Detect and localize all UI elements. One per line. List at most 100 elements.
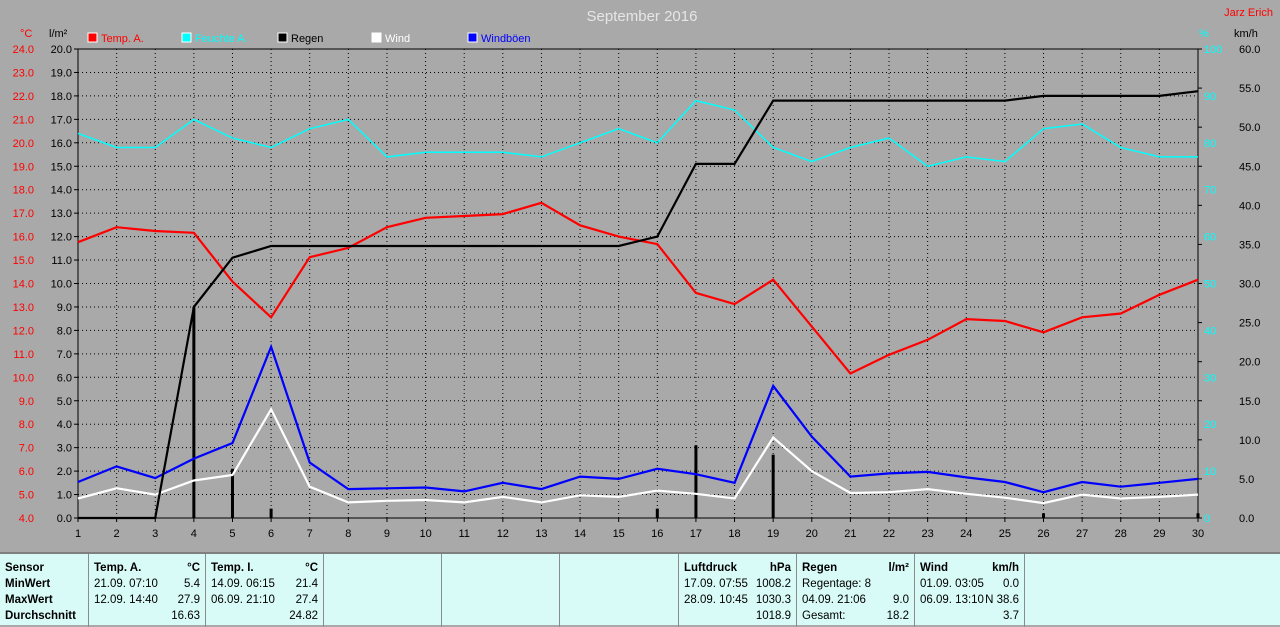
rain-tick-label: 20.0 bbox=[51, 44, 72, 56]
legend-label: Feuchte A. bbox=[195, 33, 248, 45]
x-tick-label: 6 bbox=[268, 528, 274, 540]
rain-axis-unit: l/m² bbox=[49, 28, 68, 40]
humidity-tick-label: 20 bbox=[1204, 419, 1216, 431]
wind-tick-label: 35.0 bbox=[1239, 239, 1260, 251]
temp-a-unit: °C bbox=[187, 562, 200, 574]
stats-col-empty-1 bbox=[324, 554, 442, 627]
temp-tick-label: 4.0 bbox=[19, 513, 34, 525]
x-tick-label: 11 bbox=[458, 528, 469, 540]
rain-tick-label: 6.0 bbox=[57, 372, 72, 384]
temp-tick-label: 24.0 bbox=[13, 44, 34, 56]
pressure-avg: 1018.9 bbox=[755, 610, 791, 622]
temp-a-min-date: 21.09. 07:10 bbox=[94, 578, 158, 590]
sensor-min-label: MinWert bbox=[5, 578, 51, 590]
pressure-max-value: 1030.3 bbox=[755, 594, 791, 606]
legend-label: Wind bbox=[385, 33, 410, 45]
series-line-rain bbox=[78, 90, 1199, 520]
x-tick-label: 15 bbox=[613, 528, 625, 540]
x-tick-label: 5 bbox=[229, 528, 235, 540]
temp-tick-label: 8.0 bbox=[19, 419, 34, 431]
pressure-max-date: 28.09. 10:45 bbox=[684, 594, 748, 606]
pressure-header: Luftdruck bbox=[684, 562, 738, 574]
pressure-min-date: 17.09. 07:55 bbox=[684, 578, 748, 590]
rain-tick-label: 15.0 bbox=[51, 161, 72, 173]
rain-days: Regentage: 8 bbox=[802, 578, 872, 590]
temp-i-max-date: 06.09. 21:10 bbox=[211, 594, 275, 606]
wind-min-date: 01.09. 03:05 bbox=[920, 578, 984, 590]
humidity-axis-unit: % bbox=[1199, 28, 1209, 40]
x-tick-label: 23 bbox=[922, 528, 934, 540]
wind-tick-label: 55.0 bbox=[1239, 83, 1260, 95]
x-tick-label: 17 bbox=[690, 528, 702, 540]
x-tick-label: 2 bbox=[114, 528, 120, 540]
temp-axis-unit: °C bbox=[20, 28, 32, 40]
x-tick-label: 19 bbox=[767, 528, 779, 540]
x-tick-label: 25 bbox=[999, 528, 1011, 540]
humidity-tick-label: 70 bbox=[1204, 185, 1216, 197]
rain-bar bbox=[1196, 513, 1200, 518]
temp-tick-label: 10.0 bbox=[13, 372, 34, 384]
rain-tick-label: 7.0 bbox=[57, 349, 72, 361]
wind-tick-label: 30.0 bbox=[1239, 279, 1260, 291]
x-tick-label: 8 bbox=[345, 528, 351, 540]
rain-tick-label: 9.0 bbox=[57, 302, 72, 314]
weather-chart: September 2016 Jarz Erich °C l/m² % km/h… bbox=[13, 7, 1273, 540]
legend-swatch bbox=[277, 32, 288, 43]
rain-max-value: 9.0 bbox=[893, 594, 909, 606]
temp-i-unit: °C bbox=[305, 562, 318, 574]
rain-tick-label: 12.0 bbox=[51, 232, 72, 244]
stats-col-pressure: Luftdruck hPa 17.09. 07:55 1008.2 28.09. 1… bbox=[679, 554, 797, 627]
wind-tick-label: 10.0 bbox=[1239, 435, 1260, 447]
grid bbox=[78, 49, 1198, 518]
stats-col-rain: Regen l/m² Regentage: 8 04.09. 21:06 9.0 G… bbox=[797, 554, 915, 627]
rain-bar bbox=[1042, 513, 1046, 518]
x-tick-label: 30 bbox=[1192, 528, 1204, 540]
rain-tick-label: 13.0 bbox=[51, 208, 72, 220]
temp-a-avg: 16.63 bbox=[171, 610, 200, 622]
temp-tick-label: 5.0 bbox=[19, 490, 34, 502]
rain-header: Regen bbox=[802, 562, 838, 574]
rain-bar bbox=[230, 468, 234, 518]
temp-i-min-value: 21.4 bbox=[295, 578, 318, 590]
x-tick-label: 13 bbox=[535, 528, 547, 540]
rain-bar bbox=[694, 445, 698, 518]
rain-tick-label: 2.0 bbox=[57, 466, 72, 478]
stats-col-temp-i: Temp. I. °C 14.09. 06:15 21.4 06.09. 21:10… bbox=[206, 554, 324, 627]
x-tick-label: 24 bbox=[960, 528, 972, 540]
rain-tick-label: 14.0 bbox=[51, 185, 72, 197]
axes: 4.0 0.05.0 1.06.0 2.07.0 3.08.0 4.09.0 5.010.0… bbox=[13, 44, 1261, 540]
legend-label: Temp. A. bbox=[101, 33, 144, 45]
temp-a-max-value: 27.9 bbox=[177, 594, 200, 606]
author-label: Jarz Erich bbox=[1224, 7, 1273, 19]
rain-tick-label: 3.0 bbox=[57, 443, 72, 455]
x-tick-label: 12 bbox=[497, 528, 509, 540]
x-tick-label: 21 bbox=[844, 528, 856, 540]
temp-i-min-date: 14.09. 06:15 bbox=[211, 578, 275, 590]
x-tick-label: 3 bbox=[152, 528, 158, 540]
humidity-tick-label: 10 bbox=[1204, 466, 1216, 478]
pressure-unit: hPa bbox=[769, 562, 791, 574]
x-tick-label: 7 bbox=[307, 528, 313, 540]
x-tick-label: 14 bbox=[574, 528, 586, 540]
rain-tick-label: 1.0 bbox=[57, 490, 72, 502]
legend: Temp. A. Feuchte A. Regen Wind Windböen bbox=[87, 32, 531, 45]
temp-tick-label: 7.0 bbox=[19, 443, 34, 455]
temp-i-max-value: 27.4 bbox=[295, 594, 318, 606]
rain-tick-label: 8.0 bbox=[57, 325, 72, 337]
humidity-tick-label: 50 bbox=[1204, 279, 1216, 291]
temp-tick-label: 14.0 bbox=[13, 279, 34, 291]
humidity-tick-label: 80 bbox=[1204, 138, 1216, 150]
temp-tick-label: 15.0 bbox=[13, 255, 34, 267]
legend-label: Windböen bbox=[481, 33, 531, 45]
wind-axis-unit: km/h bbox=[1234, 28, 1258, 40]
temp-a-header: Temp. A. bbox=[94, 562, 142, 574]
temp-tick-label: 13.0 bbox=[13, 302, 34, 314]
wind-min-value: 0.0 bbox=[1003, 578, 1019, 590]
rain-bar bbox=[192, 306, 196, 518]
rain-tick-label: 11.0 bbox=[51, 255, 72, 267]
rain-bar bbox=[269, 508, 273, 518]
wind-tick-label: 25.0 bbox=[1239, 318, 1260, 330]
rain-max-date: 04.09. 21:06 bbox=[802, 594, 866, 606]
series-line-wind bbox=[77, 343, 1199, 494]
wind-tick-label: 45.0 bbox=[1239, 161, 1260, 173]
